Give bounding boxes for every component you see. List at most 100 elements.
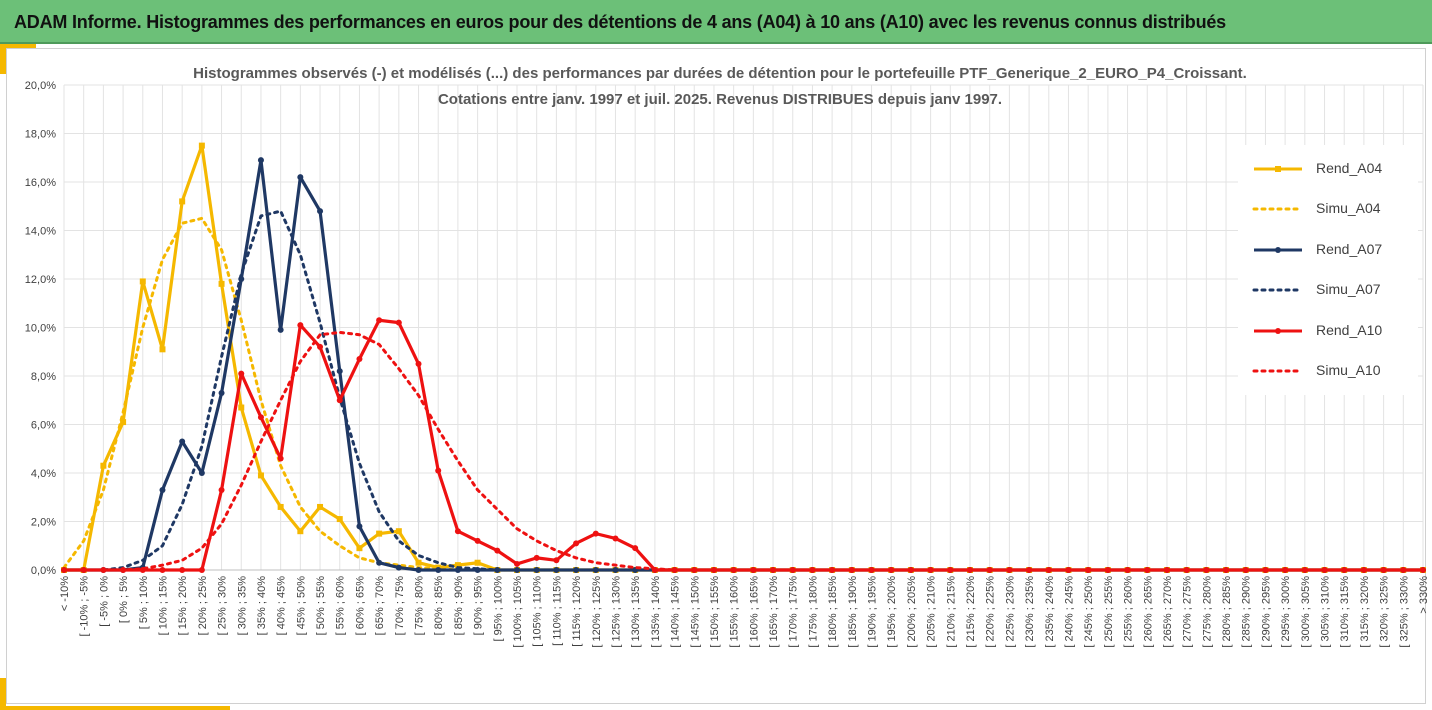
data-point bbox=[218, 280, 225, 287]
accent-bar-top-horizontal bbox=[0, 44, 36, 48]
data-point bbox=[179, 567, 186, 573]
data-point bbox=[888, 567, 895, 573]
data-point bbox=[297, 174, 304, 181]
y-tick-label: 6,0% bbox=[31, 420, 56, 432]
x-tick-label: [ 155% ; 160% bbox=[729, 576, 741, 648]
data-point bbox=[257, 472, 264, 479]
data-point bbox=[474, 537, 481, 544]
x-tick-label: [ 230% ; 235% bbox=[1024, 576, 1036, 648]
data-point bbox=[257, 157, 264, 164]
data-point bbox=[573, 567, 580, 573]
data-point bbox=[198, 567, 205, 573]
data-point bbox=[573, 540, 580, 547]
x-tick-label: [ 250% ; 255% bbox=[1103, 576, 1115, 648]
x-tick-label: [ 50% ; 55% bbox=[315, 576, 327, 636]
x-tick-label: [ 270% ; 275% bbox=[1182, 576, 1194, 648]
x-tick-label: [ 150% ; 155% bbox=[709, 576, 721, 648]
data-point bbox=[1400, 567, 1407, 573]
x-tick-label: [ -10% ; -5% bbox=[79, 576, 91, 637]
data-point bbox=[474, 559, 481, 566]
x-tick-label: [ 115% ; 120% bbox=[571, 576, 583, 647]
y-tick-label: 8,0% bbox=[31, 371, 56, 383]
data-point bbox=[356, 523, 363, 530]
x-tick-label: [ 260% ; 265% bbox=[1142, 576, 1154, 648]
y-tick-label: 16,0% bbox=[25, 177, 56, 189]
x-tick-label: [ 255% ; 260% bbox=[1123, 576, 1135, 648]
x-tick-label: [ 190% ; 195% bbox=[867, 576, 879, 648]
data-point bbox=[257, 414, 264, 421]
chart-frame bbox=[6, 48, 1426, 704]
data-point bbox=[632, 545, 639, 552]
series-line-rend-a10 bbox=[64, 318, 1423, 572]
legend-label: Simu_A07 bbox=[1316, 281, 1381, 298]
x-tick-label: [ 275% ; 280% bbox=[1201, 576, 1213, 648]
data-point bbox=[1262, 567, 1269, 573]
x-tick-label: [ 285% ; 290% bbox=[1241, 576, 1253, 648]
data-point bbox=[120, 419, 127, 426]
x-tick-label: [ 160% ; 165% bbox=[748, 576, 760, 648]
data-point bbox=[967, 567, 973, 573]
x-tick-label: [ 65% ; 70% bbox=[374, 576, 386, 636]
legend-swatch bbox=[1252, 207, 1304, 211]
y-tick-label: 14,0% bbox=[25, 226, 56, 238]
data-point bbox=[336, 368, 343, 375]
x-tick-label: [ 145% ; 150% bbox=[689, 576, 701, 648]
legend-swatch bbox=[1252, 288, 1304, 292]
x-tick-label: [ 215% ; 220% bbox=[965, 576, 977, 648]
data-point bbox=[533, 554, 540, 561]
data-point bbox=[159, 486, 166, 493]
x-tick-label: [ 90% ; 95% bbox=[473, 576, 485, 636]
legend-item: Rend_A10 bbox=[1250, 321, 1420, 341]
data-point bbox=[297, 528, 304, 535]
x-tick-label: [ 320% ; 325% bbox=[1379, 576, 1391, 648]
y-tick-label: 0,0% bbox=[31, 565, 56, 577]
data-point bbox=[514, 560, 520, 567]
data-point bbox=[671, 567, 678, 573]
x-tick-label: [ 85% ; 90% bbox=[453, 576, 465, 636]
data-point bbox=[198, 142, 205, 149]
data-point bbox=[1144, 567, 1151, 573]
x-tick-label: [ 175% ; 180% bbox=[807, 576, 819, 648]
data-point bbox=[218, 389, 225, 396]
y-tick-label: 2,0% bbox=[31, 517, 56, 529]
data-point bbox=[415, 567, 422, 573]
data-point bbox=[1183, 567, 1190, 573]
data-point bbox=[238, 370, 245, 377]
page-title: ADAM Informe. Histogrammes des performan… bbox=[14, 12, 1226, 32]
legend-label: Simu_A04 bbox=[1316, 200, 1381, 217]
data-point bbox=[710, 567, 717, 573]
data-point bbox=[454, 528, 461, 535]
data-point bbox=[592, 530, 599, 537]
x-tick-label: [ 315% ; 320% bbox=[1359, 576, 1371, 648]
x-tick-label: [ 305% ; 310% bbox=[1320, 576, 1332, 648]
x-tick-label: [ 125% ; 130% bbox=[610, 576, 622, 648]
y-tick-label: 10,0% bbox=[25, 323, 56, 335]
data-point bbox=[395, 528, 402, 535]
data-point bbox=[336, 397, 343, 404]
data-point bbox=[435, 467, 442, 474]
legend-item: Simu_A04 bbox=[1250, 199, 1420, 219]
x-tick-label: [ 35% ; 40% bbox=[256, 576, 268, 636]
x-tick-label: [ 180% ; 185% bbox=[827, 576, 839, 648]
x-tick-label: [ -5% ; 0% bbox=[98, 576, 110, 627]
data-point bbox=[415, 360, 422, 367]
data-point bbox=[317, 503, 324, 510]
data-point bbox=[435, 567, 442, 573]
y-tick-label: 20,0% bbox=[25, 80, 56, 92]
header-banner: ADAM Informe. Histogrammes des performan… bbox=[0, 0, 1432, 44]
data-point bbox=[356, 545, 363, 552]
x-tick-label: [ 70% ; 75% bbox=[394, 576, 406, 636]
series-line-rend-a07 bbox=[64, 158, 1423, 572]
x-tick-label: [ 80% ; 85% bbox=[433, 576, 445, 636]
x-tick-label: [ 140% ; 145% bbox=[670, 576, 682, 648]
x-tick-label: [ 220% ; 225% bbox=[985, 576, 997, 648]
legend-swatch bbox=[1254, 246, 1302, 253]
x-tick-label: [ 105% ; 110% bbox=[532, 576, 544, 647]
x-tick-label: [ 20% ; 25% bbox=[197, 576, 209, 636]
x-tick-label: [ 205% ; 210% bbox=[926, 576, 938, 648]
x-tick-label: [ 200% ; 205% bbox=[906, 576, 918, 648]
x-tick-label: [ 135% ; 140% bbox=[650, 576, 662, 648]
x-tick-label: [ 290% ; 295% bbox=[1260, 576, 1272, 648]
x-tick-label: [ 195% ; 200% bbox=[886, 576, 898, 648]
